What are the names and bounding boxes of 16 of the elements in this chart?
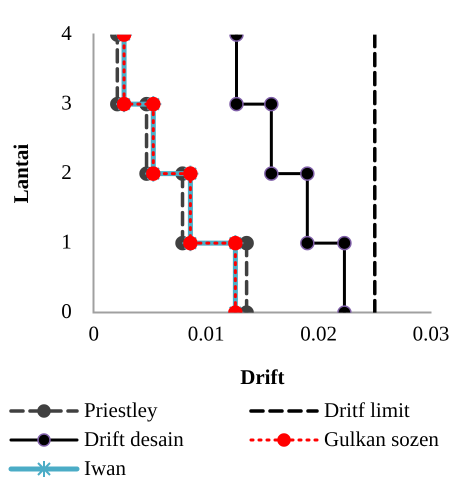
- legend-label: Priestley: [84, 398, 158, 423]
- y-axis-title: Lantai: [9, 144, 34, 204]
- y-tick-label: 2: [61, 160, 72, 184]
- y-tick-label: 3: [61, 90, 72, 115]
- legend-label: Gulkan sozen: [324, 427, 439, 452]
- x-tick-label: 0.01: [188, 322, 225, 346]
- y-tick-label: 4: [61, 21, 72, 46]
- legend-label: Drift desain: [84, 427, 184, 452]
- legend-label: Dritf limit: [324, 398, 410, 423]
- y-tick-label: 0: [61, 299, 72, 324]
- legend-label: Iwan: [84, 456, 126, 481]
- x-tick-label: 0.02: [300, 322, 337, 346]
- y-tick-label: 1: [61, 230, 72, 254]
- x-axis-title: Drift: [240, 364, 285, 389]
- x-tick-label: 0.03: [412, 322, 450, 346]
- x-tick-label: 0: [88, 322, 99, 346]
